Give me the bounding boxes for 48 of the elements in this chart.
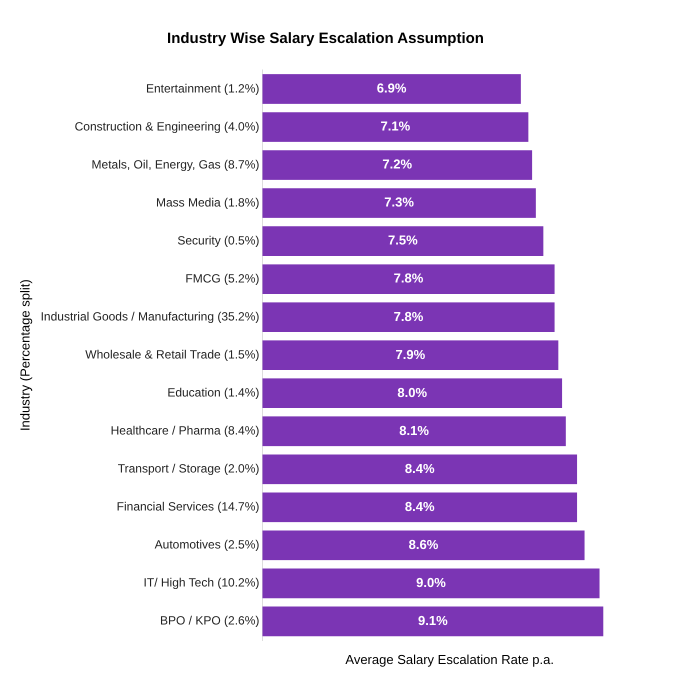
bar: [262, 492, 578, 522]
bar: [262, 416, 566, 446]
y-tick-label: Automotives (2.5%): [154, 538, 260, 552]
data-label: 8.4%: [404, 460, 435, 476]
bar: [262, 264, 555, 294]
y-tick-label: IT/ High Tech (10.2%): [144, 576, 260, 590]
data-label: 8.1%: [399, 422, 430, 438]
bar: [262, 226, 544, 256]
bar: [262, 378, 562, 408]
data-label: 9.0%: [416, 574, 446, 590]
bar: [262, 150, 532, 180]
bar: [262, 302, 555, 332]
bar: [262, 606, 604, 636]
y-tick-label: FMCG (5.2%): [185, 271, 260, 286]
chart-title: Industry Wise Salary Escalation Assumption: [167, 30, 484, 48]
data-label: 8.0%: [397, 384, 428, 400]
data-label: 7.8%: [394, 308, 424, 324]
data-label: 7.5%: [388, 232, 418, 248]
bar: [262, 74, 521, 104]
data-label: 8.6%: [408, 536, 439, 552]
x-axis-title: Average Salary Escalation Rate p.a.: [345, 652, 554, 667]
bar: [262, 188, 536, 218]
data-label: 9.1%: [418, 612, 448, 628]
bar: [262, 112, 528, 142]
data-label: 7.1%: [380, 118, 411, 134]
data-label: 6.9%: [376, 80, 407, 96]
bar: [262, 340, 558, 370]
data-label: 7.8%: [394, 270, 424, 286]
y-tick-label: BPO / KPO (2.6%): [160, 614, 260, 628]
y-tick-label: Healthcare / Pharma (8.4%): [110, 424, 260, 438]
y-tick-label: Construction & Engineering (4.0%): [74, 119, 260, 134]
data-label: 7.2%: [382, 156, 412, 172]
y-tick-label: Metals, Oil, Energy, Gas (8.7%): [92, 157, 260, 172]
data-label: 8.4%: [404, 498, 435, 514]
y-tick-label: Entertainment (1.2%): [146, 81, 260, 96]
y-tick-label: Security (0.5%): [177, 233, 260, 248]
bar: [262, 530, 585, 560]
bar: [262, 568, 600, 598]
data-label: 7.9%: [396, 346, 426, 362]
y-axis-title: Industry (Percentage split): [17, 279, 32, 432]
y-tick-label: Transport / Storage (2.0%): [118, 462, 260, 476]
y-tick-label: Industrial Goods / Manufacturing (35.2%): [40, 309, 260, 324]
bar: [262, 454, 578, 484]
y-tick-label: Mass Media (1.8%): [156, 195, 260, 210]
data-label: 7.3%: [384, 194, 414, 210]
y-tick-label: Wholesale & Retail Trade (1.5%): [85, 348, 260, 362]
y-tick-label: Education (1.4%): [167, 386, 260, 400]
y-tick-label: Financial Services (14.7%): [116, 500, 260, 514]
